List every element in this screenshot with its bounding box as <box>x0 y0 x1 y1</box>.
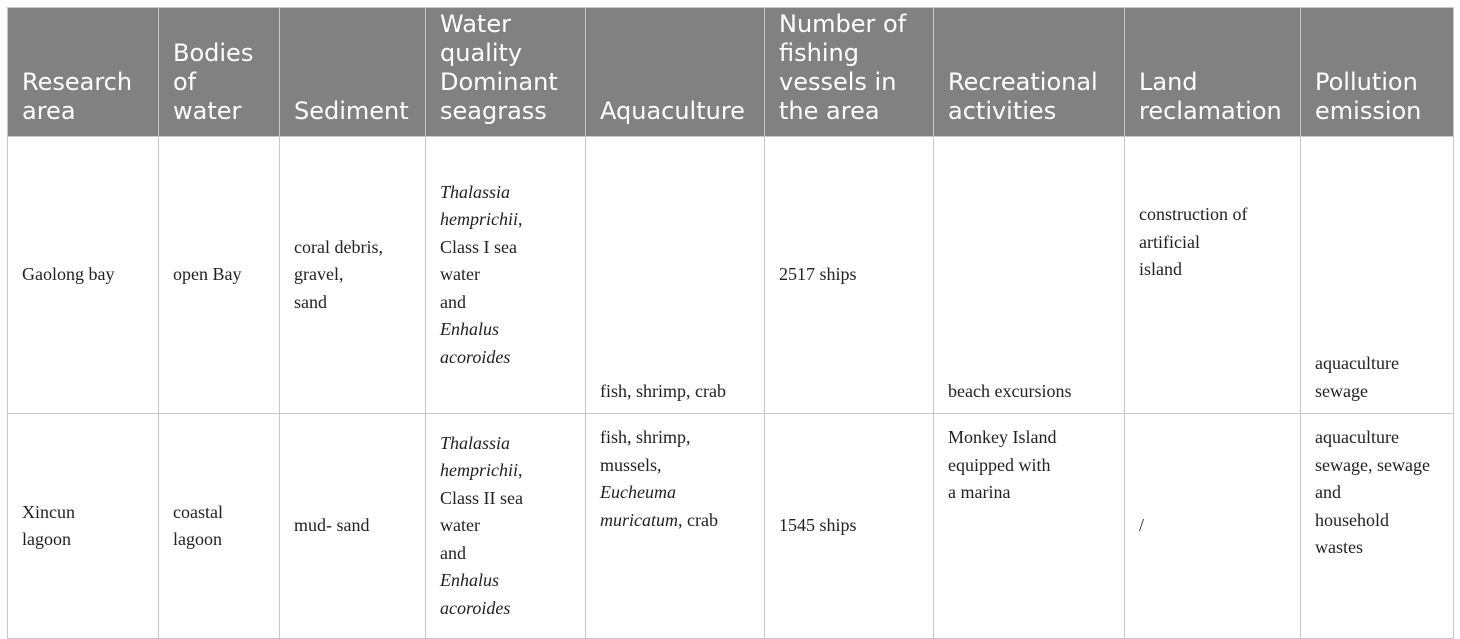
header-land-reclamation: Land reclamation <box>1124 7 1301 137</box>
cell-bodies-of-water: coastal lagoon <box>158 413 280 639</box>
cell-sediment: coral debris, gravel, sand <box>279 136 426 414</box>
header-sediment: Sediment <box>279 7 426 137</box>
cell-bodies-of-water: open Bay <box>158 136 280 414</box>
cell-fishing-vessels: 1545 ships <box>764 413 934 639</box>
cell-recreational-activities: Monkey Island equipped with a marina <box>933 413 1125 639</box>
cell-aquaculture: fish, shrimp, mussels, Eucheuma muricatu… <box>585 413 765 639</box>
cell-recreational-activities: beach excursions <box>933 136 1125 414</box>
cell-seagrass: Thalassia hemprichii, Class II sea water… <box>425 413 586 639</box>
cell-sediment: mud- sand <box>279 413 426 639</box>
header-aquaculture: Aquaculture <box>585 7 765 137</box>
table-row-xincun-lagoon: Xincun lagoon coastal lagoon mud- sand Tha… <box>7 413 1454 639</box>
table-row-gaolong-bay: Gaolong bay open Bay coral debris, gravel… <box>7 136 1454 414</box>
cell-land-reclamation: construction of artificial island <box>1124 136 1301 414</box>
cell-land-reclamation: / <box>1124 413 1301 639</box>
cell-pollution-emission: aquaculture sewage, sewage and household was… <box>1300 413 1454 639</box>
cell-fishing-vessels: 2517 ships <box>764 136 934 414</box>
header-pollution-emission: Pollution emission <box>1300 7 1454 137</box>
cell-aquaculture: fish, shrimp, crab <box>585 136 765 414</box>
header-research-area: Research area <box>7 7 159 137</box>
cell-research-area: Xincun lagoon <box>7 413 159 639</box>
cell-seagrass: Thalassia hemprichii, Class I sea water … <box>425 136 586 414</box>
header-fishing-vessels: Number of fishing vessels in the area <box>764 7 934 137</box>
seagrass-site-comparison-table: Research area Bodies of water Sediment Wate… <box>7 7 1454 639</box>
header-bodies-of-water: Bodies of water <box>158 7 280 137</box>
header-water-quality-seagrass: Water quality Dominant seagrass <box>425 7 586 137</box>
header-row: Research area Bodies of water Sediment Wate… <box>7 7 1454 137</box>
header-recreational-activities: Recreational activities <box>933 7 1125 137</box>
cell-research-area: Gaolong bay <box>7 136 159 414</box>
cell-pollution-emission: aquaculture sewage <box>1300 136 1454 414</box>
